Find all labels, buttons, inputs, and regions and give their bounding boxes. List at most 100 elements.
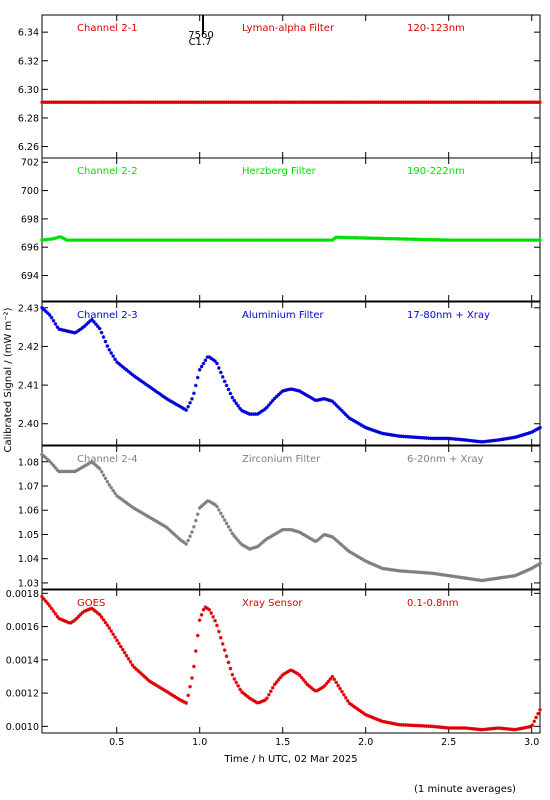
data-point <box>368 714 373 719</box>
data-point <box>176 238 181 242</box>
data-point <box>428 100 433 105</box>
y-tick-label: 6.32 <box>18 56 39 67</box>
data-point <box>169 100 173 105</box>
data-point <box>140 511 144 515</box>
data-point <box>65 329 69 333</box>
data-point <box>445 573 450 578</box>
data-point <box>157 238 162 242</box>
data-point <box>326 679 331 684</box>
data-point <box>288 238 292 242</box>
data-point <box>113 491 117 496</box>
data-point <box>149 386 154 391</box>
data-point <box>399 434 404 439</box>
data-point <box>267 100 271 105</box>
data-point <box>443 725 448 730</box>
data-point <box>315 100 319 105</box>
data-point <box>72 469 77 474</box>
data-point <box>109 100 114 105</box>
data-point <box>128 660 133 664</box>
data-point <box>292 528 296 533</box>
data-point <box>526 568 531 572</box>
data-point <box>372 236 377 241</box>
data-point <box>109 629 114 633</box>
data-point <box>105 479 110 484</box>
data-point <box>340 689 344 694</box>
data-point <box>430 724 435 729</box>
data-point <box>130 372 135 377</box>
data-point <box>426 237 431 242</box>
data-point <box>220 375 225 379</box>
data-point <box>99 330 104 335</box>
data-point <box>263 238 267 242</box>
data-point <box>315 539 319 543</box>
data-point <box>232 100 237 105</box>
data-point <box>336 540 340 544</box>
data-point <box>155 390 160 395</box>
data-point <box>284 388 288 392</box>
data-point <box>428 724 433 729</box>
data-point <box>174 100 179 105</box>
data-point <box>324 238 329 242</box>
data-point <box>88 319 92 323</box>
data-point <box>503 100 508 105</box>
data-point <box>59 327 64 332</box>
data-point <box>192 100 196 105</box>
data-point <box>199 100 204 105</box>
data-point <box>95 611 100 615</box>
data-point <box>313 688 317 693</box>
data-point <box>328 100 333 105</box>
data-point <box>80 326 85 330</box>
data-point <box>536 238 540 242</box>
data-point <box>270 238 275 242</box>
data-point <box>74 238 79 242</box>
data-point <box>57 469 62 474</box>
data-point <box>167 100 171 105</box>
data-point <box>107 100 112 105</box>
data-point <box>490 577 494 581</box>
data-point <box>393 236 398 241</box>
data-point <box>238 687 242 692</box>
data-point <box>42 454 46 458</box>
data-point <box>484 727 488 732</box>
data-point <box>397 722 402 727</box>
data-point <box>219 370 223 375</box>
data-point <box>245 694 250 699</box>
panel-band-label: 190-222nm <box>407 166 465 177</box>
data-point <box>403 100 408 105</box>
data-point <box>105 238 110 242</box>
data-point <box>97 100 102 105</box>
data-point <box>124 238 129 242</box>
data-point <box>509 574 513 579</box>
data-point <box>142 674 146 678</box>
data-point <box>40 305 44 310</box>
data-point <box>94 322 98 326</box>
data-point <box>103 238 108 242</box>
data-point <box>426 436 431 440</box>
data-point <box>226 387 231 392</box>
data-point <box>486 439 490 443</box>
data-point <box>47 313 52 317</box>
data-point <box>117 641 121 646</box>
data-point <box>57 235 62 239</box>
data-point <box>284 527 288 532</box>
data-point <box>69 330 73 334</box>
data-point <box>70 100 75 105</box>
data-point <box>474 727 479 731</box>
data-point <box>482 439 487 444</box>
data-point <box>155 100 160 105</box>
data-point <box>205 606 210 611</box>
data-point <box>472 100 477 105</box>
data-point <box>253 238 258 242</box>
data-point <box>117 361 121 366</box>
data-point <box>513 238 517 242</box>
data-point <box>401 434 406 439</box>
panel-band-label: 0.1-0.8nm <box>407 598 459 609</box>
data-point <box>145 677 150 682</box>
data-point <box>55 235 60 240</box>
data-point <box>251 100 256 105</box>
data-point <box>307 394 312 399</box>
data-point <box>407 435 412 439</box>
data-point <box>415 570 419 574</box>
data-point <box>174 534 179 539</box>
data-point <box>461 238 465 242</box>
